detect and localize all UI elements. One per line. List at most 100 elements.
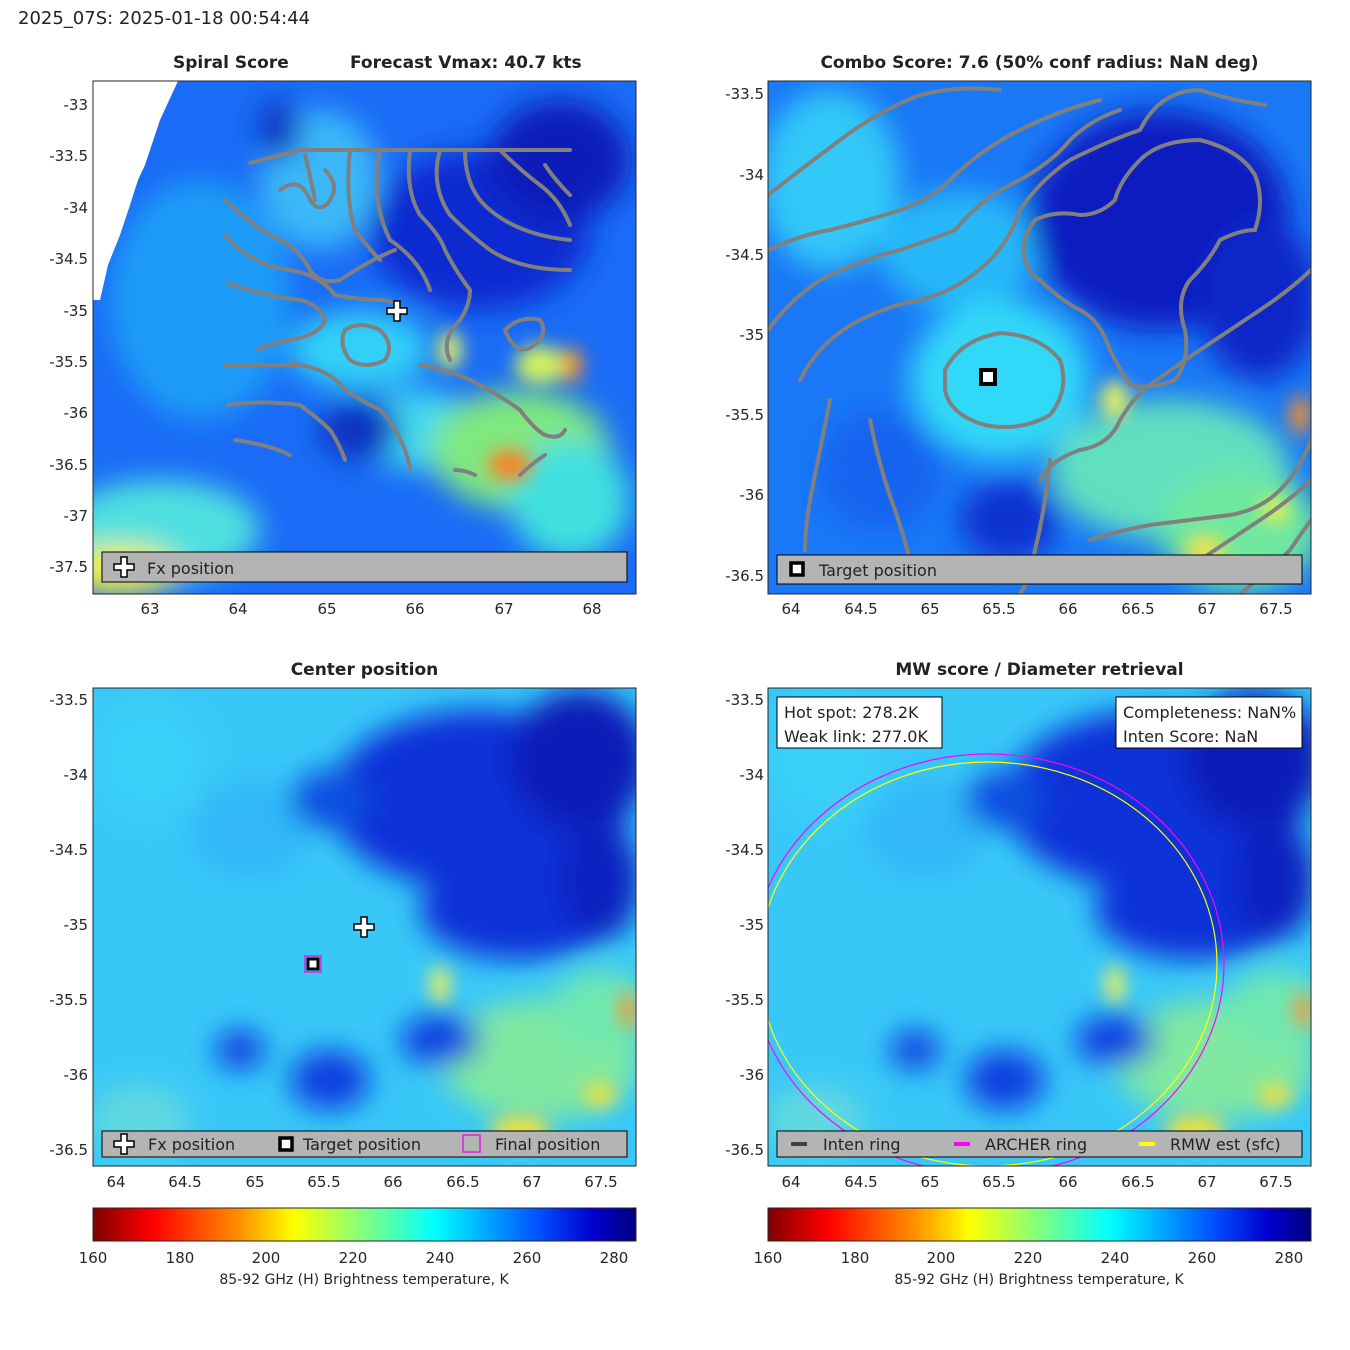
center-legend-final: Final position (495, 1135, 600, 1154)
x-tick: 66 (1058, 1173, 1077, 1191)
cbar-tick: 280 (1275, 1249, 1304, 1267)
completeness-text: Completeness: NaN% (1123, 703, 1296, 722)
center-plot: Fx position Target position Final positi… (49, 687, 637, 1191)
hot-spot-text: Hot spot: 278.2K (784, 703, 919, 722)
rmw-ring (768, 761, 1218, 1166)
center-legend-fx: Fx position (148, 1135, 235, 1154)
combo-target-marker (979, 368, 997, 386)
y-tick: -34.5 (725, 246, 764, 264)
center-target-marker (304, 955, 322, 973)
x-tick: 64.5 (844, 600, 877, 618)
cbar-tick: 180 (166, 1249, 195, 1267)
y-tick: -36.5 (725, 1141, 764, 1159)
x-tick: 65.5 (982, 1173, 1015, 1191)
y-tick: -37 (64, 507, 89, 525)
y-tick: -34.5 (49, 250, 88, 268)
y-tick: -35.5 (725, 991, 764, 1009)
combo-legend: Target position (776, 554, 1303, 585)
y-tick: -33 (64, 96, 89, 114)
y-tick: -36.5 (49, 456, 88, 474)
cbar-tick: 180 (841, 1249, 870, 1267)
x-tick: 64 (781, 600, 800, 618)
y-tick: -35 (64, 302, 89, 320)
mw-info-right: Completeness: NaN% Inten Score: NaN (1115, 696, 1303, 749)
x-tick: 65 (920, 600, 939, 618)
x-tick: 67 (522, 1173, 541, 1191)
y-tick: -33.5 (49, 691, 88, 709)
center-fx-marker (353, 916, 375, 938)
y-tick: -34 (64, 766, 89, 784)
combo-heatmap (768, 81, 1311, 594)
combo-contours (768, 86, 1311, 594)
y-tick: -34 (64, 199, 89, 217)
y-tick: -37.5 (49, 558, 88, 576)
y-tick: -33.5 (725, 691, 764, 709)
mw-yticks: -33.5 -34 -34.5 -35 -35.5 -36 -36.5 (725, 691, 764, 1159)
cbar-tick: 160 (79, 1249, 108, 1267)
cbar-tick: 280 (600, 1249, 629, 1267)
cbar-tick: 260 (1188, 1249, 1217, 1267)
x-tick: 66 (405, 600, 424, 618)
x-tick: 67.5 (584, 1173, 617, 1191)
x-tick: 67.5 (1259, 1173, 1292, 1191)
spiral-plot: Fx position 63 64 65 66 67 68 -33 -33.5 … (49, 80, 637, 618)
x-tick: 64 (106, 1173, 125, 1191)
x-tick: 63 (140, 600, 159, 618)
x-tick: 65.5 (982, 600, 1015, 618)
spiral-legend: Fx position (101, 551, 628, 583)
y-tick: -35 (64, 916, 89, 934)
x-tick: 66.5 (446, 1173, 479, 1191)
combo-xticks: 64 64.5 65 65.5 66 66.5 67 67.5 (781, 600, 1292, 618)
inten-score-text: Inten Score: NaN (1123, 727, 1258, 746)
x-tick: 66.5 (1121, 1173, 1154, 1191)
center-title: Center position (290, 660, 439, 680)
y-tick: -35 (740, 326, 765, 344)
combo-yticks: -33.5 -34 -34.5 -35 -35.5 -36 -36.5 (725, 85, 764, 585)
colorbar-right: 160 180 200 220 240 260 280 85-92 GHz (H… (754, 1207, 1312, 1288)
combo-title: Combo Score: 7.6 (50% conf radius: NaN d… (820, 53, 1259, 73)
spiral-heatmap (93, 81, 636, 594)
x-tick: 67 (1197, 600, 1216, 618)
x-tick: 65.5 (307, 1173, 340, 1191)
colorbar-label: 85-92 GHz (H) Brightness temperature, K (219, 1272, 509, 1288)
legend-rmw: RMW est (sfc) (1170, 1135, 1281, 1154)
y-tick: -34 (740, 766, 765, 784)
x-tick: 65 (245, 1173, 264, 1191)
cbar-tick: 220 (339, 1249, 368, 1267)
x-tick: 68 (582, 600, 601, 618)
combo-legend-target: Target position (818, 561, 937, 580)
y-tick: -36.5 (49, 1141, 88, 1159)
y-tick: -35 (740, 916, 765, 934)
combo-plot: Target position 64 64.5 65 65.5 66 66.5 … (725, 80, 1312, 618)
y-tick: -34.5 (49, 841, 88, 859)
mw-info-left: Hot spot: 278.2K Weak link: 277.0K (776, 696, 943, 749)
y-tick: -36 (740, 1066, 765, 1084)
x-tick: 64.5 (168, 1173, 201, 1191)
mw-legend: Inten ring ARCHER ring RMW est (sfc) (776, 1130, 1303, 1158)
fx-position-marker (386, 300, 408, 322)
cbar-tick: 200 (927, 1249, 956, 1267)
cbar-tick: 220 (1014, 1249, 1043, 1267)
colorbar-label: 85-92 GHz (H) Brightness temperature, K (894, 1272, 1184, 1288)
x-tick: 66.5 (1121, 600, 1154, 618)
y-tick: -35.5 (725, 406, 764, 424)
legend-archer-ring: ARCHER ring (985, 1135, 1087, 1154)
cbar-tick: 160 (754, 1249, 783, 1267)
mw-plot: Hot spot: 278.2K Weak link: 277.0K Compl… (725, 687, 1312, 1191)
y-tick: -33.5 (725, 85, 764, 103)
y-tick: -36.5 (725, 567, 764, 585)
x-tick: 67 (494, 600, 513, 618)
spiral-xticks: 63 64 65 66 67 68 (140, 600, 601, 618)
legend-inten-ring: Inten ring (823, 1135, 901, 1154)
spiral-contours (223, 148, 572, 477)
y-tick: -36 (64, 1066, 89, 1084)
x-tick: 64 (781, 1173, 800, 1191)
x-tick: 66 (383, 1173, 402, 1191)
y-tick: -36 (740, 486, 765, 504)
mw-xticks: 64 64.5 65 65.5 66 66.5 67 67.5 (781, 1173, 1292, 1191)
mw-title: MW score / Diameter retrieval (895, 660, 1184, 680)
cbar-tick: 260 (513, 1249, 542, 1267)
archer-ring (768, 753, 1225, 1166)
cbar-tick: 200 (252, 1249, 281, 1267)
center-legend-target: Target position (302, 1135, 421, 1154)
